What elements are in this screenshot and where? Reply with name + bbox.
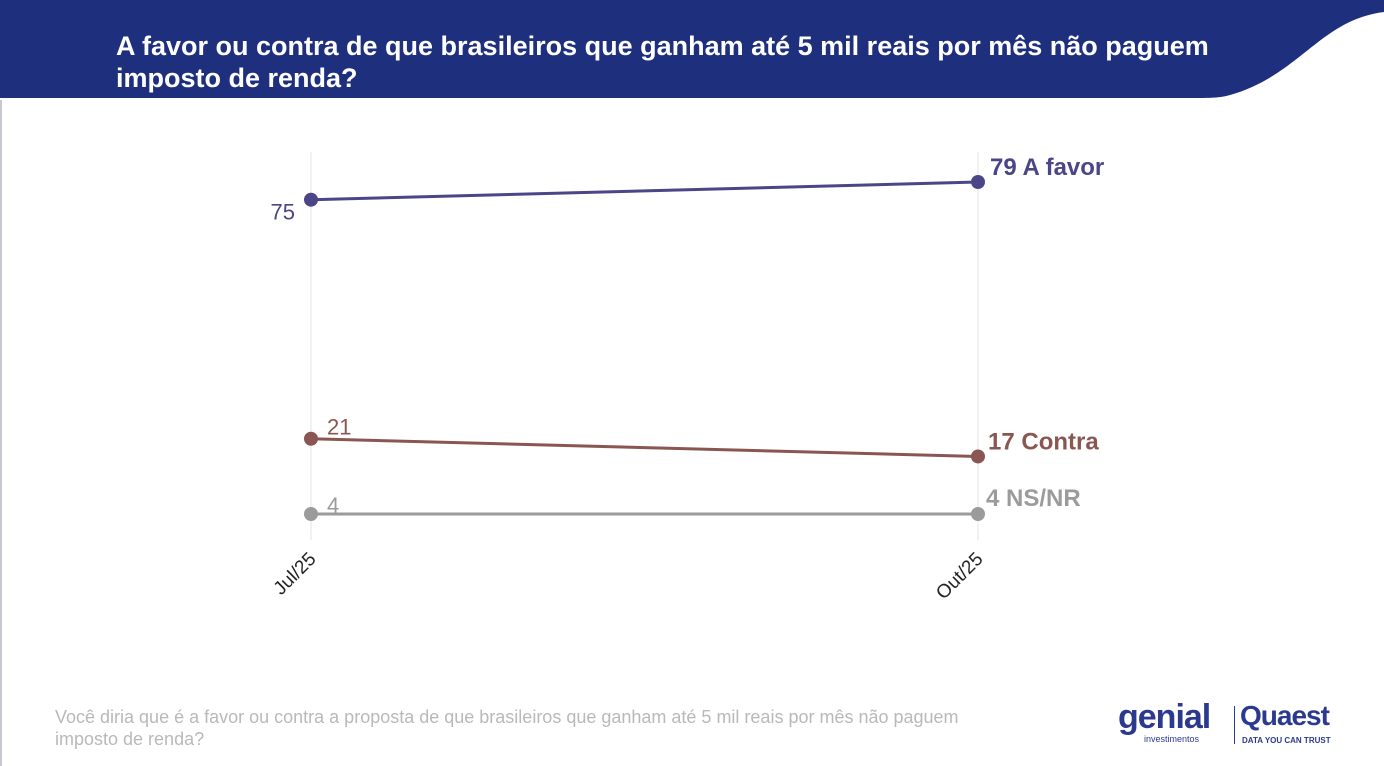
data-point [971, 507, 985, 521]
x-tick-label: Jul/25 [270, 549, 321, 600]
left-border [0, 100, 2, 766]
logo-separator [1234, 706, 1235, 744]
footnote: Você diria que é a favor ou contra a pro… [55, 707, 959, 749]
data-label-start: 21 [327, 415, 351, 440]
x-tick-label: Out/25 [932, 549, 987, 604]
quaest-logo: Quaest DATA YOU CAN TRUST [1240, 700, 1350, 746]
series-line-contra [310, 437, 979, 458]
data-point [971, 175, 985, 189]
genial-logo: genial investimentos [1118, 698, 1228, 746]
data-label-start: 4 [327, 493, 339, 518]
data-label-start: 75 [271, 200, 295, 225]
genial-logo-sub: investimentos [1144, 734, 1200, 744]
series-line-a-favor [310, 180, 979, 202]
quaest-logo-sub: DATA YOU CAN TRUST [1242, 736, 1331, 745]
data-point [304, 431, 318, 446]
header-background [0, 0, 1384, 98]
header-banner: A favor ou contra de que brasileiros que… [0, 0, 1384, 100]
chart-title: A favor ou contra de que brasileiros que… [116, 31, 1209, 93]
data-point [971, 449, 985, 464]
quaest-logo-word: Quaest [1240, 700, 1330, 731]
data-point [304, 507, 318, 521]
data-label-end: 17 Contra [988, 428, 1099, 455]
data-label-end: 79 A favor [990, 154, 1104, 181]
genial-logo-word: genial [1118, 698, 1211, 736]
data-point [304, 192, 318, 207]
data-label-end: 4 NS/NR [986, 485, 1081, 512]
